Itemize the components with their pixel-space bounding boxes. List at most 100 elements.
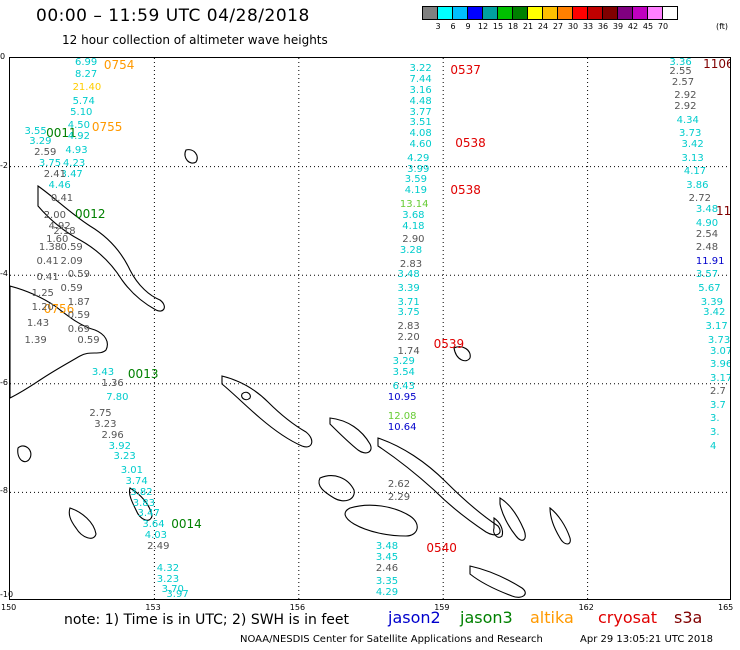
lon-tick-label: 165 [718,603,734,612]
wave-height-value: 2.62 [387,478,411,490]
coastline-layer [10,149,571,598]
wave-height-value: 4.50 [67,120,91,132]
colorbar-swatch [542,6,558,20]
wave-height-value: 3.75 [397,307,420,319]
colorbar-tick-label: 70 [657,22,669,31]
colorbar-unit: (ft) [716,22,729,31]
wave-height-value: 2.7 [710,386,726,398]
wave-height-value: 3.71 [397,296,420,308]
coastline-bougainville [221,375,313,448]
map-subtitle: 12 hour collection of altimeter wave hei… [62,33,328,47]
coastline-island-a [17,445,32,463]
wave-height-value: 7.44 [409,74,432,85]
wave-height-value: 1.87 [67,296,91,308]
lat-tick-label: -6 [0,377,8,387]
colorbar-tick-label: 6 [450,22,456,31]
wave-height-value: 4.34 [676,114,699,126]
wave-height-value: 4.19 [404,185,427,197]
wave-height-value: 4.46 [48,179,71,191]
wave-height-value: 3.99 [407,163,430,175]
colorbar-swatch [572,6,588,20]
pass-time-label: 0012 [74,207,106,222]
pass-time-label: 0756 [43,302,75,317]
wave-height-value: 4.23 [62,158,86,170]
wave-height-value: 2.72 [688,193,711,205]
coastline-island-c [241,391,251,401]
wave-height-value: 3.43 [91,367,115,379]
lon-tick-label: 153 [145,603,161,612]
wave-height-value: 1.60 [46,234,69,246]
wave-height-value: 13.14 [399,198,429,210]
colorbar-swatch [437,6,453,20]
colorbar-swatch [482,6,498,20]
wave-height-value: 6.99 [74,57,98,68]
colorbar-tick-label: 36 [597,22,609,31]
legend-item-jason3: jason3 [460,608,513,627]
wave-height-value: 0.59 [67,310,91,322]
wave-height-value: 4 [710,440,717,452]
wave-height-value: 3.96 [710,359,731,371]
wave-height-value: 21.40 [72,82,102,94]
wave-height-value: 4.93 [65,144,88,156]
graticule-layer [10,58,730,599]
wave-height-value: 3.92 [108,440,131,452]
wave-height-value: 1.43 [26,318,50,330]
wave-height-value: 1.38 [38,242,62,254]
legend-item-jason2: jason2 [388,608,441,627]
colorbar-tick-label: 42 [627,22,639,31]
wave-height-value: 3.07 [710,345,731,357]
colorbar-swatches [422,6,678,20]
coastline-santa-isabel [377,437,501,536]
coastline-island-d [549,506,571,545]
wave-height-value: 2.57 [671,76,695,88]
colorbar-swatch [467,6,483,20]
wave-height-value: 2.29 [387,492,411,504]
coastline-new-georgia [318,475,355,502]
pass-time-label: 0538 [450,182,481,197]
coastline-island-f [128,487,153,521]
wave-height-value: 2.00 [43,209,66,221]
wave-height-value: 3.23 [113,451,136,463]
wave-height-value: 7.80 [106,391,129,403]
wave-height-value: 3.97 [166,589,189,600]
lon-tick-label: 162 [578,603,594,612]
wave-height-value: 3.47 [60,169,83,181]
wave-height-value: 3.74 [125,475,148,487]
wave-height-value: 3.57 [695,269,719,281]
wave-height-value: 3.45 [375,551,399,563]
colorbar-swatch [617,6,633,20]
lat-tick-label: -10 [0,590,14,599]
wave-height-value: 4.03 [144,530,168,542]
wave-height-value: 3.73 [707,334,731,346]
colorbar-swatch [647,6,663,20]
wave-height-value: 2.46 [375,562,399,574]
wave-height-value: 5.67 [698,283,721,295]
wave-height-value: 4.48 [409,95,432,107]
wave-height-value: 2.09 [60,255,83,267]
colorbar-swatch [452,6,468,20]
wave-height-value: 1.20 [31,302,54,314]
wave-height-value: 4.29 [375,587,399,599]
colorbar-swatch [632,6,648,20]
lat-tick-label: -4 [0,269,8,279]
wave-height-value: 3.35 [375,576,399,588]
wave-height-value: 3.64 [142,519,165,531]
wave-height-value: 3.73 [679,128,702,140]
wave-height-value: 1.39 [24,334,47,346]
coastline-new-britain [10,285,108,399]
wave-height-value: 4.90 [695,217,719,229]
wave-height-value: 2.41 [43,169,66,181]
colorbar-tick-label: 21 [522,22,534,31]
wave-height-value: 4.17 [683,166,707,178]
wave-height-value: 3.47 [137,508,160,520]
pass-time-label: 0755 [91,120,123,135]
lat-tick-label: -8 [0,486,8,496]
colorbar-tick-label: 9 [465,22,471,31]
wave-height-value: 2.55 [669,65,692,77]
wave-height-value: 2.83 [397,321,420,333]
wave-height-value: 3.39 [397,283,420,295]
wave-height-value: 0.41 [36,272,59,284]
wave-height-value: 3.17 [705,321,728,333]
credit-line: NOAA/NESDIS Center for Satellite Applica… [240,634,543,645]
wave-height-value: 3.55 [24,125,47,137]
